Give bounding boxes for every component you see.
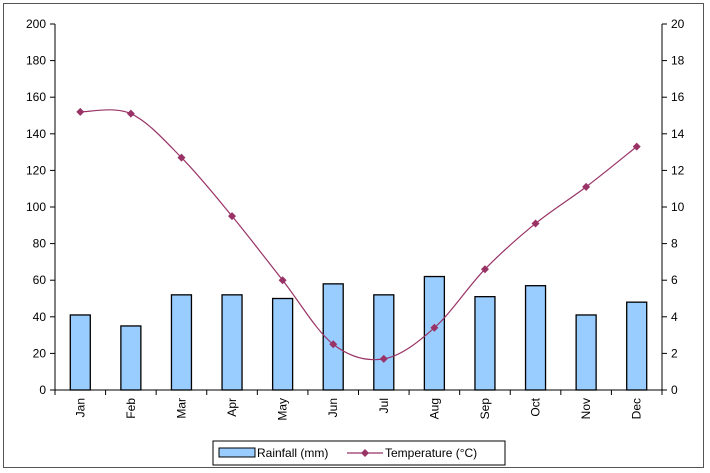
- rainfall-bar: [69, 314, 91, 391]
- right-tick-label: 18: [671, 54, 685, 68]
- legend-temperature-marker: [361, 449, 369, 457]
- temperature-marker: [632, 142, 641, 151]
- right-tick-label: 4: [671, 310, 678, 324]
- rainfall-bar: [120, 325, 142, 391]
- temperature-marker: [582, 182, 591, 191]
- rainfall-bar: [271, 297, 294, 391]
- left-tick-label: 120: [26, 163, 46, 177]
- x-tick-label: Nov: [579, 398, 593, 419]
- temperature-marker: [126, 109, 135, 118]
- temperature-marker: [379, 354, 388, 363]
- rainfall-bar: [474, 296, 496, 391]
- rainfall-bar: [221, 294, 243, 391]
- left-tick-label: 180: [26, 54, 46, 68]
- temperature-marker: [329, 340, 338, 349]
- left-tick-label: 60: [33, 273, 47, 287]
- x-tick-label: Aug: [427, 398, 441, 419]
- rainfall-bar: [524, 285, 547, 391]
- temperature-marker: [228, 212, 237, 221]
- left-tick-label: 100: [26, 200, 46, 214]
- right-tick-label: 10: [671, 200, 685, 214]
- right-tick-label: 14: [671, 127, 685, 141]
- x-tick-label: Mar: [174, 398, 188, 419]
- legend-temperature-label: Temperature (°C): [385, 446, 477, 460]
- chart-frame: [3, 3, 704, 468]
- rainfall-bar: [626, 301, 648, 391]
- right-tick-label: 8: [671, 237, 678, 251]
- temperature-line: [80, 109, 638, 361]
- right-tick-label: 16: [671, 90, 685, 104]
- right-tick-label: 6: [671, 273, 678, 287]
- left-tick-label: 0: [39, 383, 46, 397]
- x-tick-label: Apr: [225, 398, 239, 417]
- x-tick-label: Jun: [326, 398, 340, 417]
- rainfall-bar: [170, 294, 193, 391]
- left-tick-label: 140: [26, 127, 46, 141]
- temperature-marker: [480, 265, 489, 274]
- x-tick-label: Jan: [73, 398, 87, 417]
- left-tick-label: 200: [26, 17, 46, 31]
- left-tick-label: 80: [33, 237, 47, 251]
- rainfall-bar: [373, 294, 395, 391]
- right-tick-label: 0: [671, 383, 678, 397]
- left-tick-label: 160: [26, 90, 46, 104]
- x-tick-label: Oct: [529, 397, 543, 416]
- x-tick-label: Dec: [630, 398, 644, 419]
- left-tick-label: 40: [33, 310, 47, 324]
- temperature-marker: [278, 276, 287, 285]
- legend-rainfall-label: Rainfall (mm): [257, 446, 328, 460]
- x-tick-label: Jul: [377, 398, 391, 413]
- x-tick-label: Feb: [124, 398, 138, 419]
- right-tick-label: 20: [671, 17, 685, 31]
- x-tick-label: Sep: [478, 398, 492, 420]
- temperature-marker: [177, 153, 186, 162]
- rainfall-bar: [423, 275, 446, 391]
- temperature-marker: [531, 219, 540, 228]
- legend-rainfall-swatch: [218, 447, 256, 458]
- rainfall-bar: [322, 283, 344, 391]
- right-tick-label: 12: [671, 163, 685, 177]
- x-tick-label: May: [276, 398, 290, 421]
- rainfall-bar: [575, 314, 597, 391]
- legend: Rainfall (mm) Temperature (°C): [212, 440, 506, 466]
- left-tick-label: 20: [33, 346, 47, 360]
- temperature-marker: [76, 107, 85, 116]
- temperature-marker: [430, 323, 439, 332]
- right-tick-label: 2: [671, 346, 678, 360]
